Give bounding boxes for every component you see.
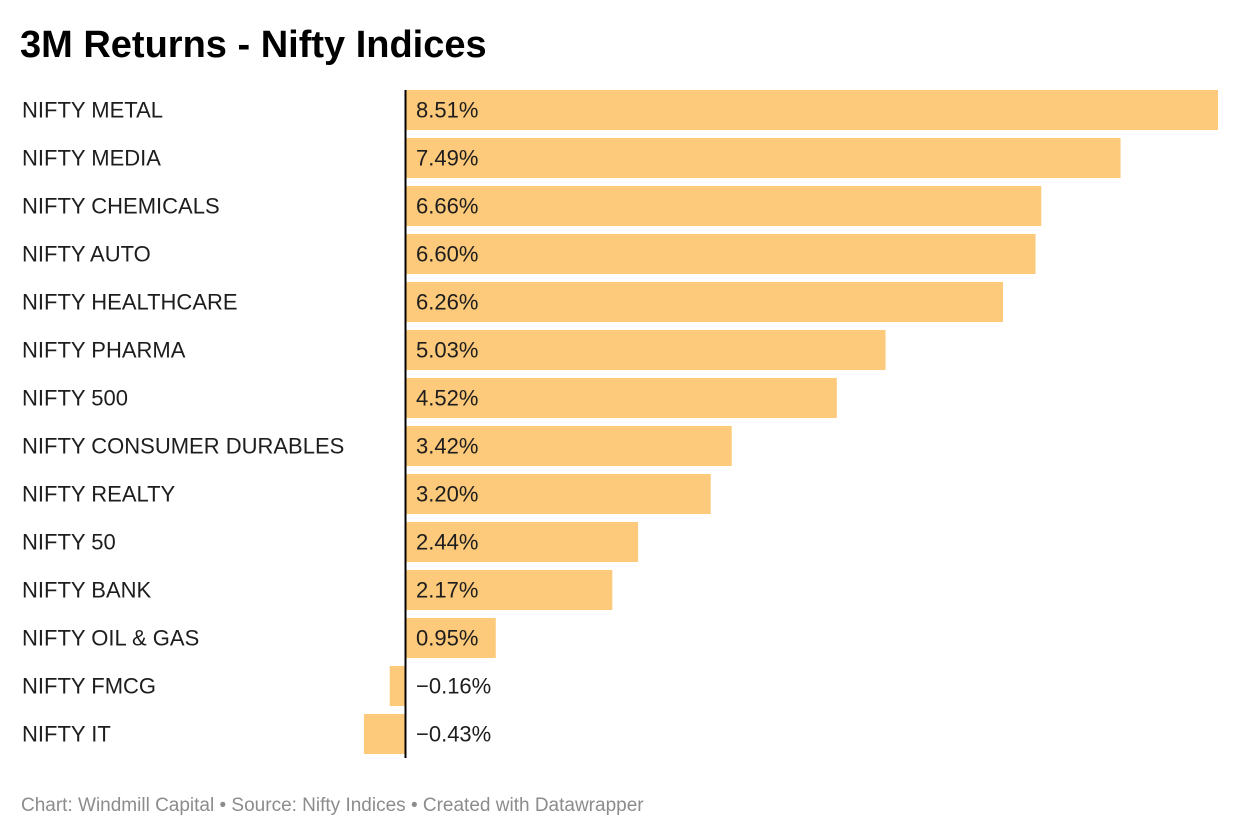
- value-label: 6.26%: [416, 290, 478, 315]
- category-label: NIFTY REALTY: [22, 482, 176, 507]
- bar: [405, 282, 1004, 322]
- category-label: NIFTY FMCG: [22, 674, 156, 699]
- value-label: 3.42%: [416, 434, 478, 459]
- value-label: 2.17%: [416, 578, 478, 603]
- bar-chart: NIFTY METAL 8.51% NIFTY MEDIA 7.49% NIFTY CH…: [22, 90, 1218, 758]
- bar: [389, 666, 405, 706]
- category-label: NIFTY IT: [22, 722, 111, 747]
- value-label: 6.66%: [416, 194, 478, 219]
- category-label: NIFTY MEDIA: [22, 146, 161, 171]
- value-label: 8.51%: [416, 98, 478, 123]
- bar: [405, 138, 1121, 178]
- bar: [405, 474, 711, 514]
- bar: [405, 570, 613, 610]
- bar: [363, 714, 405, 754]
- bar: [405, 234, 1036, 274]
- value-label: 0.95%: [416, 626, 478, 651]
- category-label: NIFTY BANK: [22, 578, 152, 603]
- value-label: 6.60%: [416, 242, 478, 267]
- category-label: NIFTY PHARMA: [22, 338, 186, 363]
- value-label: −0.16%: [416, 674, 491, 699]
- value-label: 7.49%: [416, 146, 478, 171]
- category-label: NIFTY CONSUMER DURABLES: [22, 434, 344, 459]
- category-label: NIFTY 50: [22, 530, 116, 555]
- bar: [405, 186, 1042, 226]
- category-label: NIFTY 500: [22, 386, 128, 411]
- value-label: 2.44%: [416, 530, 478, 555]
- category-label: NIFTY HEALTHCARE: [22, 290, 238, 315]
- chart-title: 3M Returns - Nifty Indices: [20, 24, 487, 66]
- value-label: −0.43%: [416, 722, 491, 747]
- category-label: NIFTY OIL & GAS: [22, 626, 199, 651]
- chart-footer: Chart: Windmill Capital • Source: Nifty …: [21, 795, 644, 816]
- value-label: 3.20%: [416, 482, 478, 507]
- category-label: NIFTY METAL: [22, 98, 163, 123]
- bar: [405, 522, 639, 562]
- category-label: NIFTY CHEMICALS: [22, 194, 220, 219]
- bar: [405, 618, 496, 658]
- bar: [405, 330, 886, 370]
- value-label: 5.03%: [416, 338, 478, 363]
- bar: [405, 378, 837, 418]
- bar: [405, 426, 732, 466]
- value-label: 4.52%: [416, 386, 478, 411]
- bar: [405, 90, 1218, 130]
- category-label: NIFTY AUTO: [22, 242, 151, 267]
